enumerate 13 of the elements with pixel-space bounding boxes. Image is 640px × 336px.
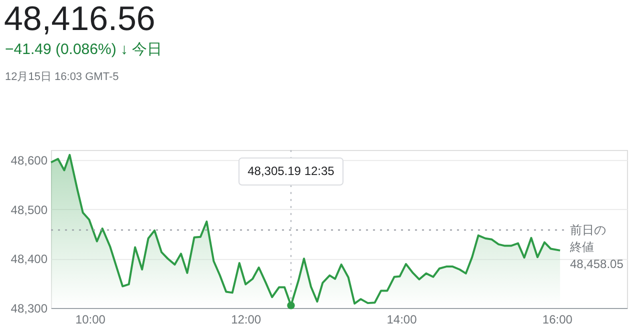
annotation: 48,305.19 12:35	[248, 164, 335, 178]
y-tick-label: 48,600	[10, 153, 48, 168]
x-tick-label: 16:00	[542, 312, 573, 326]
x-tick-label: 10:00	[75, 312, 106, 326]
y-tick-label: 48,400	[10, 252, 48, 266]
chart-title: 48,416.56	[4, 0, 156, 38]
x-tick-label: 14:00	[386, 312, 418, 326]
chart-subtitle: −41.49 (0.086%) ↓ 今日	[5, 41, 162, 58]
y-tick-label: 48,500	[10, 202, 48, 217]
text: 12月15日 16:03 GMT-5	[5, 71, 119, 83]
x-tick-label: 12:00	[231, 312, 262, 326]
ref-line-label: 前日の終値 48,458.05	[569, 222, 624, 271]
y-tick-label: 48,300	[10, 302, 48, 316]
